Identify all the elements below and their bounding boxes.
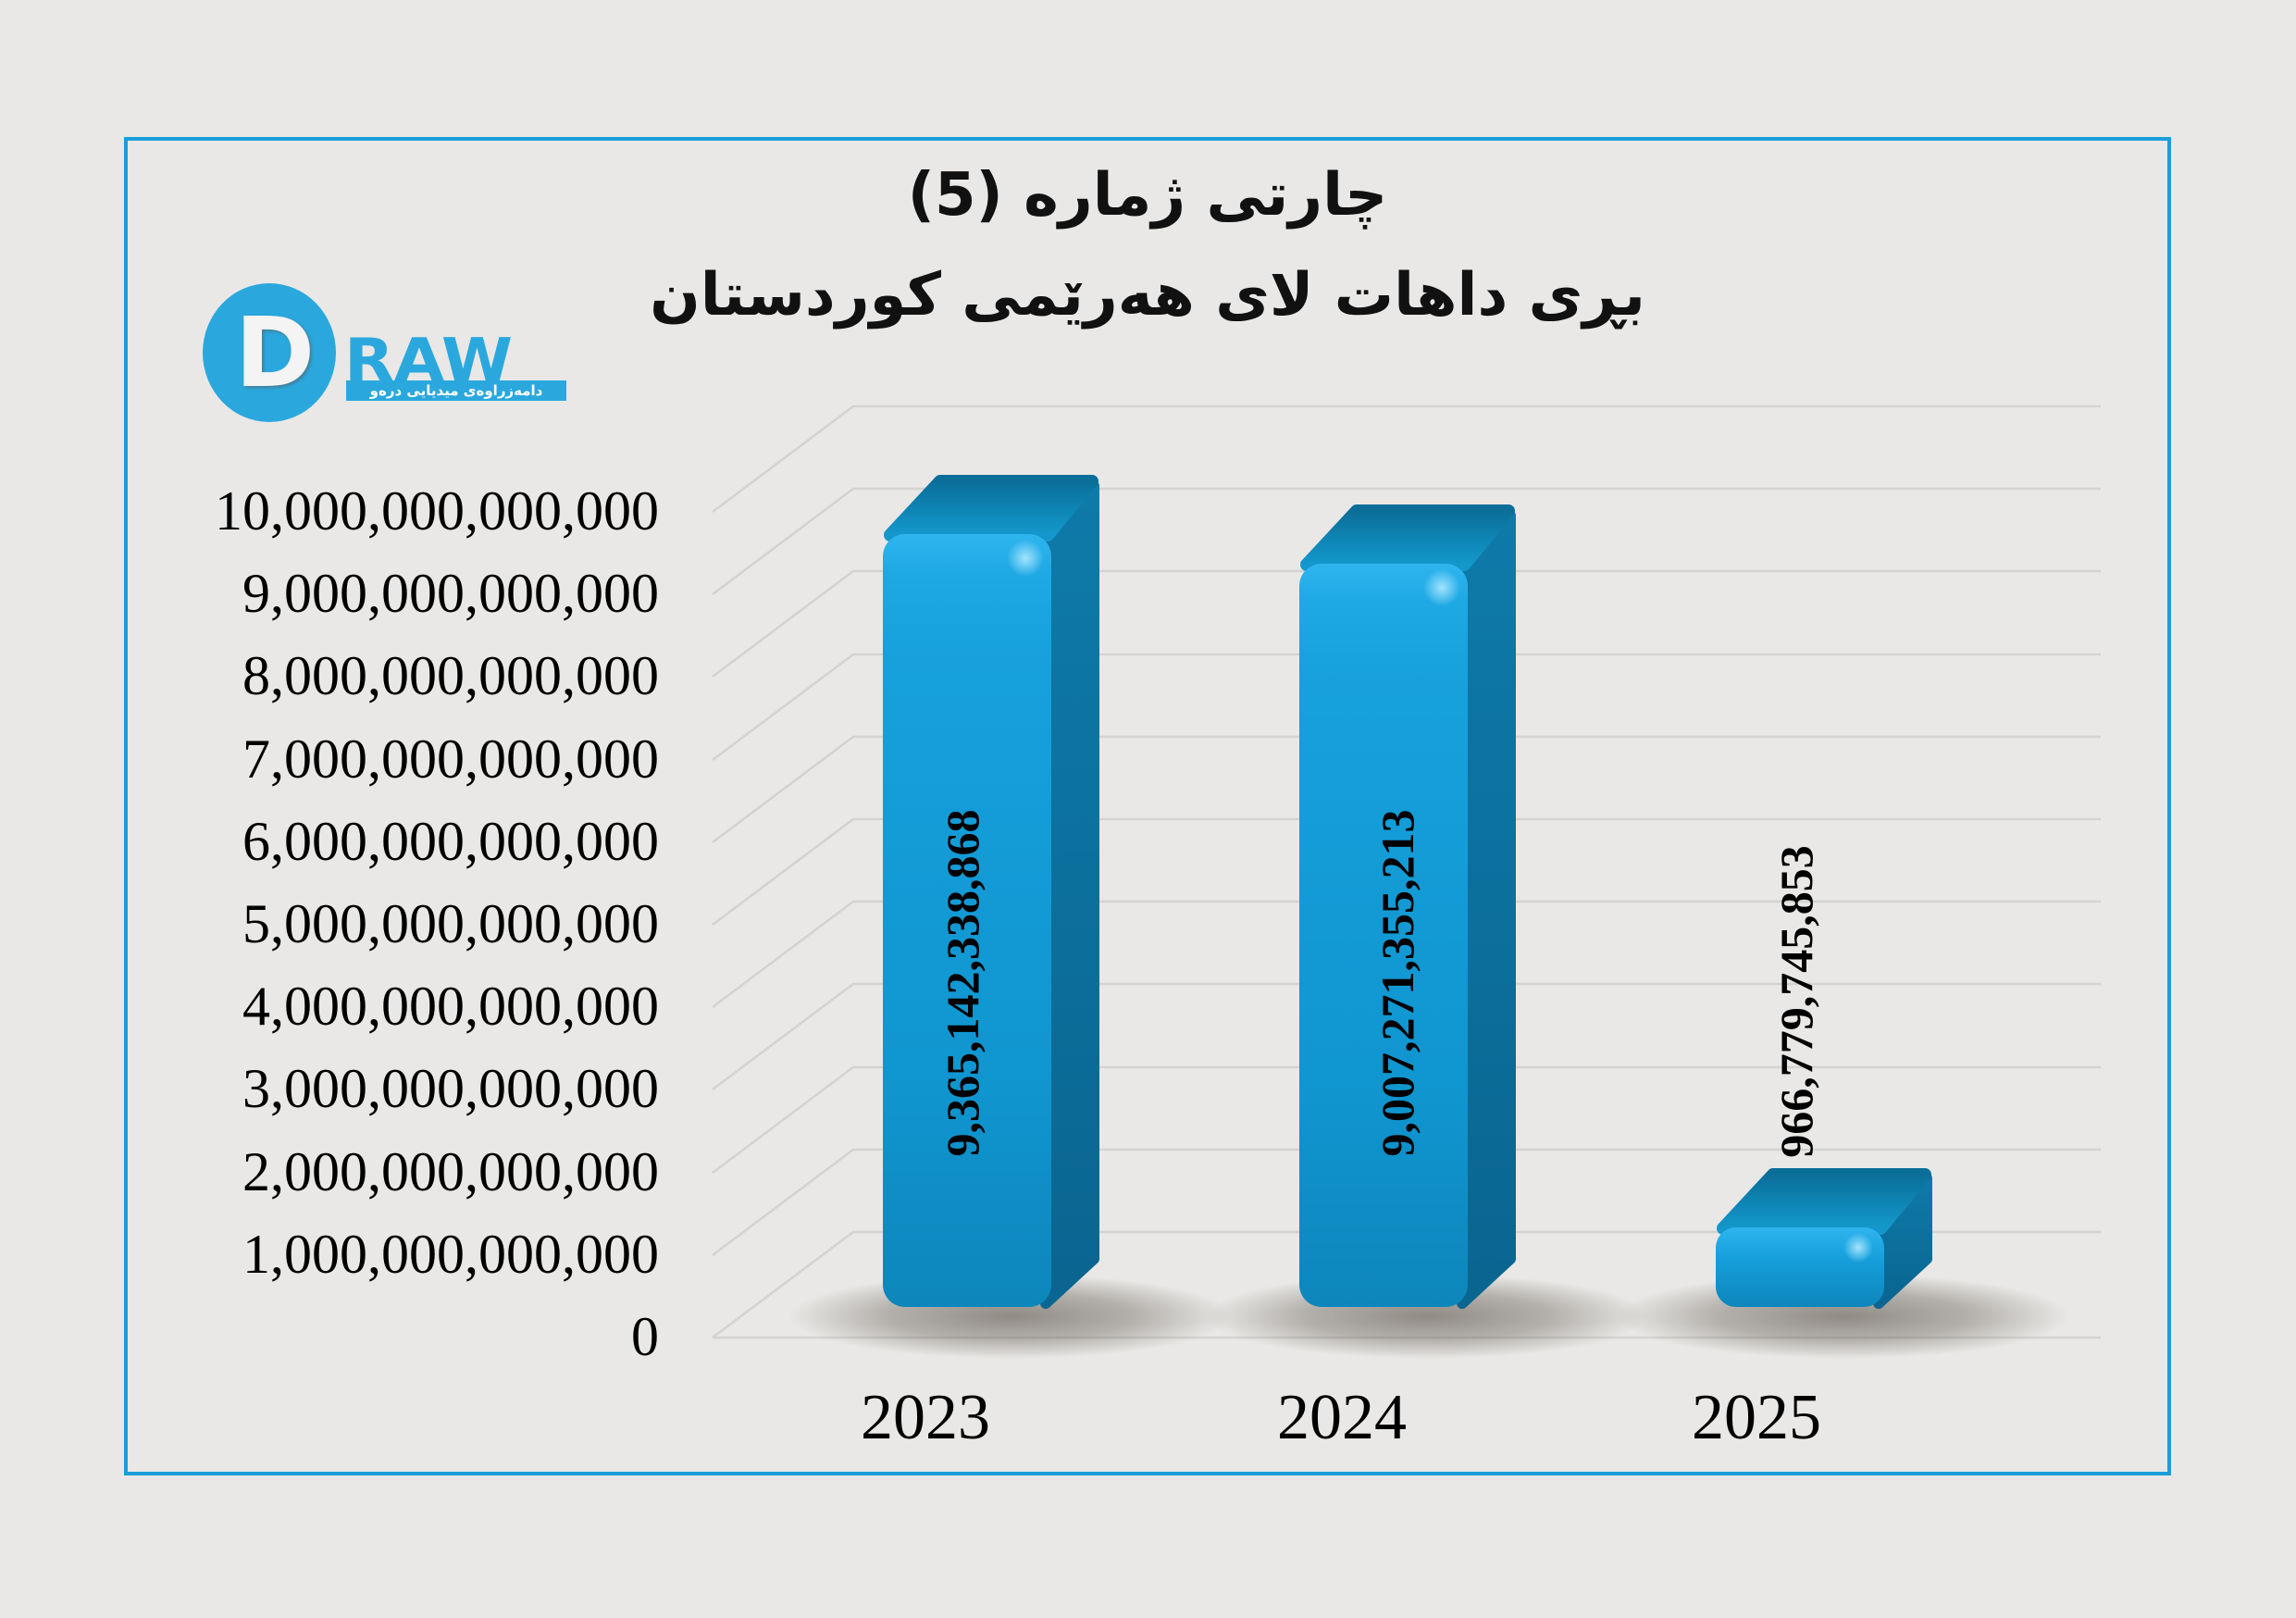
y-tick-10t: 10,000,000,000,000 — [215, 480, 659, 542]
bar-2025 — [1716, 1168, 1932, 1309]
logo-circle — [203, 283, 336, 422]
y-tick-8t: 8,000,000,000,000 — [242, 645, 659, 707]
y-tick-0: 0 — [631, 1305, 659, 1367]
x-tick-2023: 2023 — [861, 1382, 990, 1453]
y-tick-2t: 2,000,000,000,000 — [242, 1140, 659, 1202]
logo-tagline-banner: دامەزراوەی میدیایی درەو — [346, 380, 566, 401]
y-tick-7t: 7,000,000,000,000 — [242, 728, 659, 790]
x-tick-2025: 2025 — [1692, 1382, 1821, 1453]
bar-value-label-2025: 966,779,745,853 — [1770, 845, 1822, 1158]
y-tick-3t: 3,000,000,000,000 — [242, 1058, 659, 1120]
x-tick-2024: 2024 — [1277, 1382, 1407, 1453]
chart-title-line1: چارتی ژماره (5) — [907, 161, 1388, 230]
y-tick-9t: 9,000,000,000,000 — [242, 563, 659, 625]
bar-2024 — [1299, 504, 1516, 1309]
y-tick-1t: 1,000,000,000,000 — [242, 1223, 659, 1285]
logo-tagline-text: دامەزراوەی میدیایی درەو — [369, 381, 543, 399]
bar-value-label-2024: 9,007,271,355,213 — [1371, 809, 1423, 1157]
chart-title-line2: بڕی داهات لای هەرێمی کوردستان — [650, 261, 1645, 330]
y-tick-4t: 4,000,000,000,000 — [242, 976, 659, 1038]
bar-value-label-2023: 9,365,142,338,868 — [937, 809, 988, 1157]
draw-media-logo: D RAW دامەزراوەی میدیایی درەو — [199, 278, 588, 422]
logo-d-letter: D — [234, 296, 316, 409]
gridlines — [712, 404, 2101, 1339]
y-axis-tick-labels: 10,000,000,000,000 9,000,000,000,000 8,0… — [139, 470, 659, 1379]
bar-2023 — [883, 475, 1099, 1309]
y-tick-6t: 6,000,000,000,000 — [242, 810, 659, 872]
y-tick-5t: 5,000,000,000,000 — [242, 893, 659, 955]
